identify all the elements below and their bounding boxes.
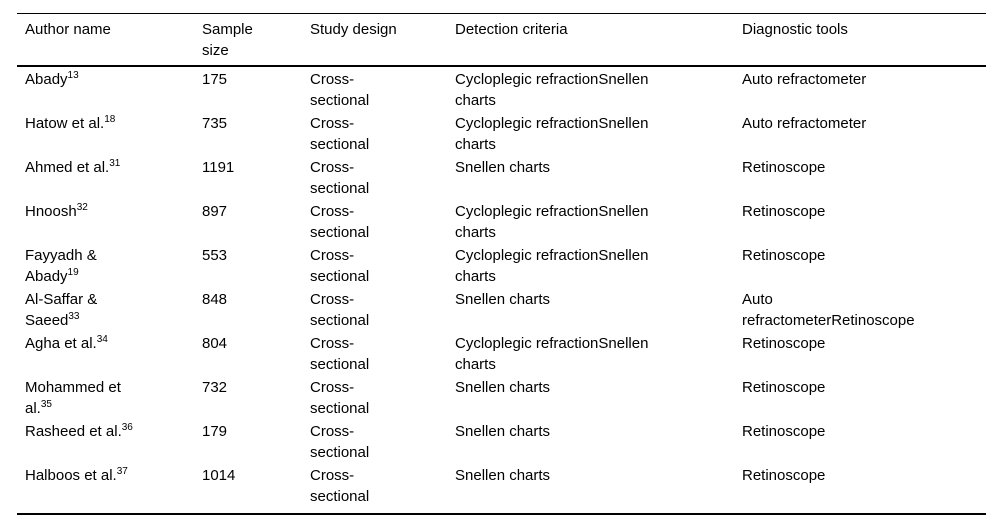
detection-criteria-cell: Snellen charts xyxy=(455,159,551,176)
column-header-author-name: Author name xyxy=(17,13,202,67)
sample-size-cell: 804 xyxy=(202,335,228,352)
citation-ref: 31 xyxy=(109,158,121,169)
citation-ref: 36 xyxy=(121,422,133,433)
author-cell: Rasheed et al.36 xyxy=(25,422,133,441)
study-design-cell: Cross- sectional xyxy=(310,203,370,241)
study-design-cell: Cross- sectional xyxy=(310,291,370,329)
table-header: Author name Sample size Study design Det… xyxy=(17,13,986,67)
citation-ref: 33 xyxy=(68,311,80,322)
study-design-cell: Cross- sectional xyxy=(310,379,370,417)
study-design-cell: Cross- sectional xyxy=(310,159,370,197)
diagnostic-tools-cell: Auto refractometerRetinoscope xyxy=(742,291,915,329)
citation-ref: 35 xyxy=(40,399,52,410)
diagnostic-tools-cell: Retinoscope xyxy=(742,423,826,440)
study-design-cell: Cross- sectional xyxy=(310,467,370,505)
table-row: Mohammed et al.35 732 Cross- sectional Snell… xyxy=(17,375,986,419)
sample-size-cell: 848 xyxy=(202,291,228,308)
sample-size-cell: 553 xyxy=(202,247,228,264)
table-row: Rasheed et al.36 179 Cross- sectional Snell… xyxy=(17,419,986,463)
citation-ref: 37 xyxy=(116,466,128,477)
detection-criteria-cell: Cycloplegic refractionSnellen charts xyxy=(455,203,649,241)
author-cell: Ahmed et al.31 xyxy=(25,158,121,177)
author-cell: Hatow et al.18 xyxy=(25,114,116,133)
sample-size-cell: 1014 xyxy=(202,467,236,484)
detection-criteria-cell: Snellen charts xyxy=(455,423,551,440)
diagnostic-tools-cell: Auto refractometer xyxy=(742,71,867,88)
table-row: Hatow et al.18 735 Cross- sectional Cyclopl… xyxy=(17,111,986,155)
table-body: Abady13 175 Cross- sectional Cycloplegic re… xyxy=(17,66,986,514)
column-header-detection-criteria: Detection criteria xyxy=(455,13,742,67)
citation-ref: 19 xyxy=(67,267,79,278)
diagnostic-tools-cell: Retinoscope xyxy=(742,159,826,176)
sample-size-cell: 897 xyxy=(202,203,228,220)
diagnostic-tools-cell: Retinoscope xyxy=(742,247,826,264)
citation-ref: 13 xyxy=(67,70,79,81)
detection-criteria-cell: Cycloplegic refractionSnellen charts xyxy=(455,335,649,373)
author-cell: Halboos et al.37 xyxy=(25,466,128,485)
sample-size-cell: 179 xyxy=(202,423,228,440)
sample-size-cell: 1191 xyxy=(202,159,235,176)
detection-criteria-cell: Snellen charts xyxy=(455,379,551,396)
diagnostic-tools-cell: Retinoscope xyxy=(742,203,826,220)
table-row: Hnoosh32 897 Cross- sectional Cycloplegic r… xyxy=(17,199,986,243)
author-cell: Mohammed et al.35 xyxy=(25,379,121,417)
study-design-cell: Cross- sectional xyxy=(310,423,370,461)
column-header-sample-size: Sample size xyxy=(202,13,310,67)
detection-criteria-cell: Snellen charts xyxy=(455,467,551,484)
sample-size-cell: 732 xyxy=(202,379,228,396)
detection-criteria-cell: Cycloplegic refractionSnellen charts xyxy=(455,71,649,109)
table-row: Halboos et al.37 1014 Cross- sectional Snel… xyxy=(17,463,986,514)
table-row: Fayyadh & Abady19 553 Cross- sectional Cyclo… xyxy=(17,243,986,287)
diagnostic-tools-cell: Retinoscope xyxy=(742,379,826,396)
study-design-cell: Cross- sectional xyxy=(310,115,370,153)
study-design-cell: Cross- sectional xyxy=(310,335,370,373)
sample-size-cell: 735 xyxy=(202,115,228,132)
diagnostic-tools-cell: Auto refractometer xyxy=(742,115,867,132)
studies-table: Author name Sample size Study design Det… xyxy=(17,13,986,515)
diagnostic-tools-cell: Retinoscope xyxy=(742,467,826,484)
study-design-cell: Cross- sectional xyxy=(310,247,370,285)
author-cell: Fayyadh & Abady19 xyxy=(25,247,97,285)
column-header-study-design: Study design xyxy=(310,13,455,67)
author-cell: Hnoosh32 xyxy=(25,202,88,221)
author-cell: Abady13 xyxy=(25,70,79,89)
citation-ref: 34 xyxy=(96,334,108,345)
citation-ref: 18 xyxy=(104,114,116,125)
author-cell: Al-Saffar & Saeed33 xyxy=(25,291,98,329)
sample-size-cell: 175 xyxy=(202,71,228,88)
column-header-diagnostic-tools: Diagnostic tools xyxy=(742,13,986,67)
detection-criteria-cell: Snellen charts xyxy=(455,291,551,308)
detection-criteria-cell: Cycloplegic refractionSnellen charts xyxy=(455,247,649,285)
author-cell: Agha et al.34 xyxy=(25,334,108,353)
table-row: Al-Saffar & Saeed33 848 Cross- sectional Sne… xyxy=(17,287,986,331)
table-row: Ahmed et al.31 1191 Cross- sectional Snelle… xyxy=(17,155,986,199)
detection-criteria-cell: Cycloplegic refractionSnellen charts xyxy=(455,115,649,153)
table-row: Abady13 175 Cross- sectional Cycloplegic re… xyxy=(17,66,986,111)
header-row: Author name Sample size Study design Det… xyxy=(17,13,986,67)
table-row: Agha et al.34 804 Cross- sectional Cyclople… xyxy=(17,331,986,375)
citation-ref: 32 xyxy=(76,202,88,213)
study-design-cell: Cross- sectional xyxy=(310,71,370,109)
diagnostic-tools-cell: Retinoscope xyxy=(742,335,826,352)
